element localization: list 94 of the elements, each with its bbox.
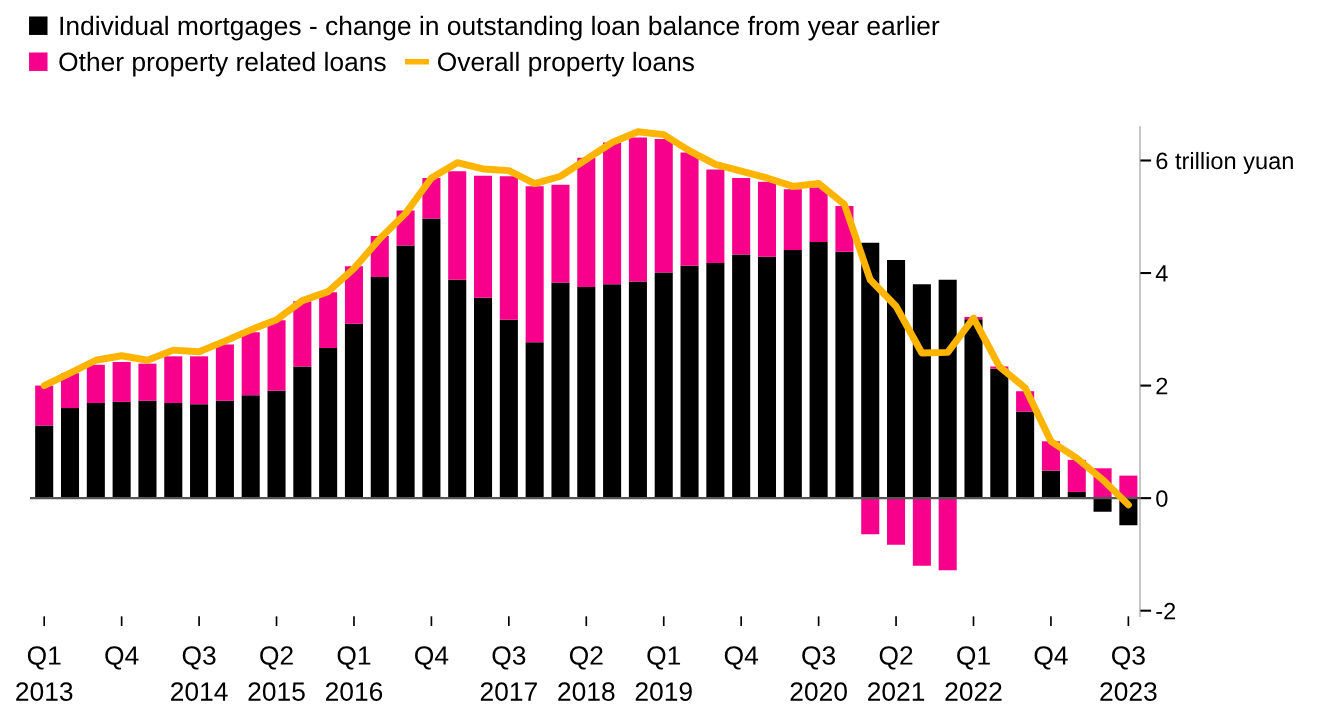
bar (164, 403, 183, 499)
bar (241, 395, 260, 499)
bar (164, 356, 183, 404)
x-tick-label: Q2 2015 (248, 646, 305, 701)
bar (628, 281, 647, 499)
bar (809, 187, 828, 243)
bar (525, 342, 544, 499)
bar (1093, 498, 1112, 512)
x-tick-label: Q4 (1034, 646, 1068, 670)
bar (60, 408, 80, 499)
bar (190, 404, 209, 499)
bar (474, 175, 493, 298)
bar (35, 385, 54, 426)
bar (448, 279, 467, 499)
x-tick-label: Q3 2020 (790, 646, 847, 701)
bar (654, 139, 673, 273)
bar (474, 297, 493, 499)
x-tick-label: Q4 (415, 646, 449, 670)
x-tick-label: Q4 (105, 646, 139, 670)
bar (577, 287, 596, 499)
bar (35, 425, 54, 499)
bar (1016, 411, 1035, 499)
x-tick-label: Q1 2022 (945, 646, 1002, 701)
bar (964, 319, 983, 499)
bar (138, 400, 157, 499)
bar (732, 254, 751, 499)
bar (525, 186, 544, 343)
bar (783, 189, 802, 250)
bar (319, 347, 338, 499)
bar (706, 262, 725, 499)
bar (680, 265, 699, 499)
bar (448, 171, 467, 280)
legend-label: Other property related loans (59, 51, 386, 77)
bar (1041, 470, 1060, 499)
bar (938, 279, 957, 499)
x-tick-label: Q3 2023 (1100, 646, 1157, 701)
bar (783, 249, 802, 499)
bar (267, 390, 286, 499)
bar (190, 356, 209, 405)
bar (809, 242, 828, 499)
bar (241, 332, 260, 396)
bar (293, 301, 312, 367)
bar (628, 137, 647, 282)
bar (138, 363, 157, 401)
bar (370, 276, 389, 499)
bar (938, 498, 957, 571)
x-tick-label: Q2 2021 (868, 646, 925, 701)
bar (422, 218, 441, 499)
bar (86, 364, 105, 404)
bar (215, 400, 234, 499)
bar (551, 282, 570, 499)
x-tick-label: Q3 2014 (171, 646, 228, 701)
y-tick-label: 4 (1155, 265, 1168, 282)
x-tick-label: Q4 (724, 646, 758, 670)
bar (499, 319, 518, 499)
x-tick-label: Q1 2016 (325, 646, 383, 701)
bar (319, 292, 338, 348)
legend-label: Overall property loans (438, 51, 694, 77)
bar (757, 256, 777, 499)
bar (551, 184, 570, 283)
bar (396, 245, 415, 499)
bar (757, 181, 777, 257)
bar (706, 169, 725, 263)
bar (215, 344, 234, 401)
bar (887, 260, 906, 499)
y-tick-label: 2 (1156, 377, 1168, 395)
bar (603, 142, 622, 285)
bar (861, 498, 880, 535)
bar (344, 323, 363, 499)
bar (654, 272, 673, 499)
bar (112, 361, 131, 402)
bar (293, 366, 312, 499)
y-tick-label: 0 (1156, 490, 1168, 507)
bar (861, 242, 880, 499)
bar (912, 284, 931, 499)
bar (577, 157, 596, 288)
bar (732, 177, 751, 255)
bar (990, 368, 1009, 499)
y-tick-label: -2 (1156, 602, 1176, 620)
bar (680, 152, 699, 266)
x-tick-label: Q2 2018 (558, 646, 615, 701)
bar (835, 251, 854, 499)
x-tick-label: Q1 2019 (635, 646, 692, 701)
bar (603, 284, 622, 499)
x-tick-label: Q1 2013 (16, 646, 73, 701)
bar (112, 401, 131, 499)
bar (912, 498, 931, 566)
bar (887, 498, 906, 545)
bar (499, 176, 518, 320)
x-tick-label: Q3 2017 (480, 646, 537, 701)
bar (267, 320, 286, 391)
y-tick-label: 6 trillion yuan (1156, 151, 1293, 174)
bar (86, 403, 105, 499)
legend-label: Individual mortgages - change in outstanding loan balance from year earlier (60, 15, 940, 41)
